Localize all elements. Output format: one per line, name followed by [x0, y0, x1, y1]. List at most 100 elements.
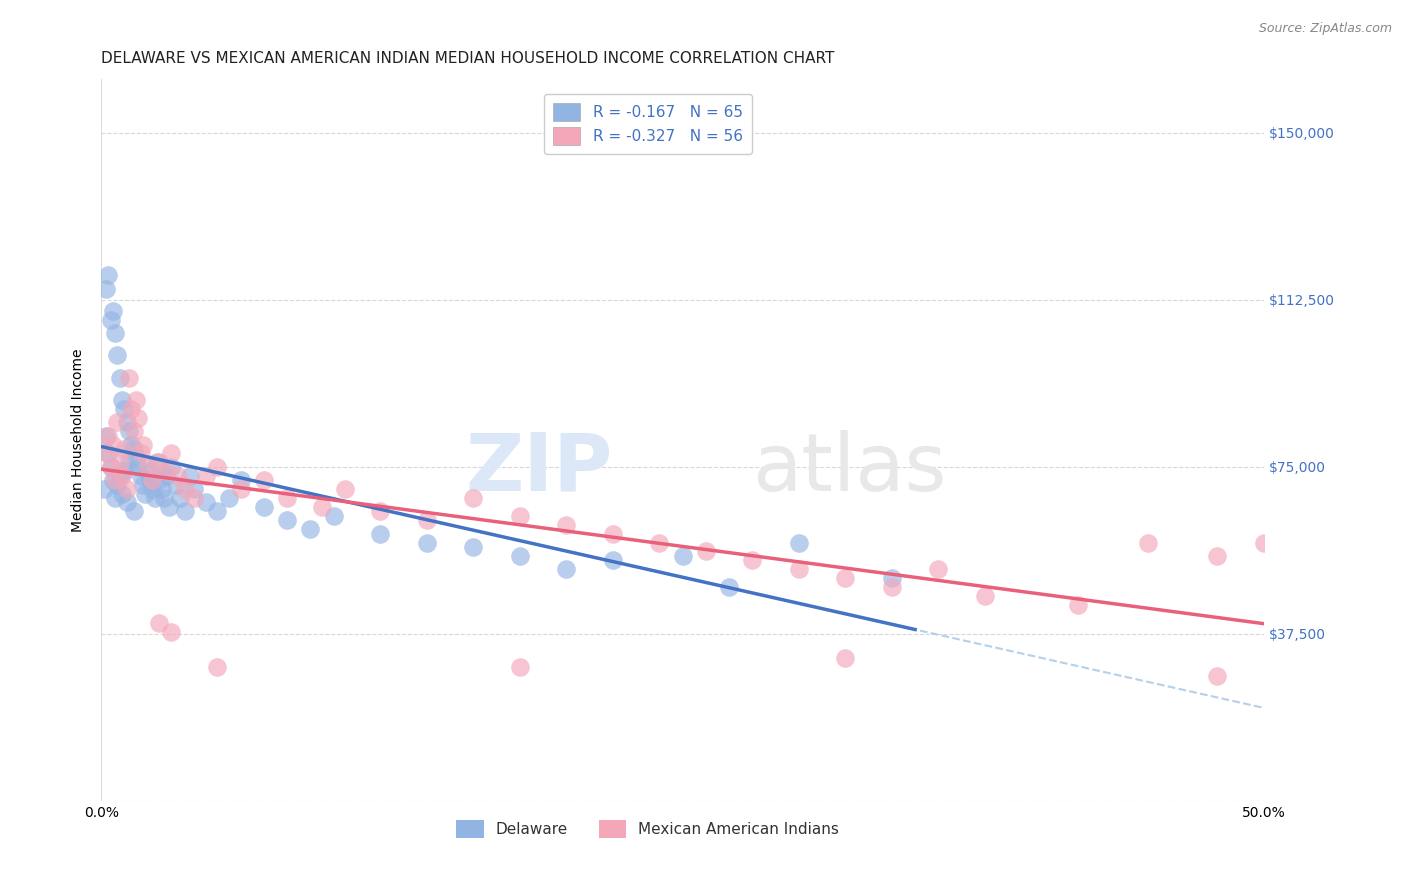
- Point: [183, 482, 205, 496]
- Point: [122, 504, 145, 518]
- Point: [94, 446, 117, 460]
- Point: [183, 491, 205, 505]
- Point: [114, 401, 136, 416]
- Point: [555, 517, 578, 532]
- Point: [155, 464, 177, 478]
- Point: [104, 473, 127, 487]
- Point: [555, 562, 578, 576]
- Point: [368, 504, 391, 518]
- Point: [416, 513, 439, 527]
- Point: [169, 491, 191, 505]
- Point: [120, 401, 142, 416]
- Point: [671, 549, 693, 563]
- Point: [148, 615, 170, 630]
- Point: [927, 562, 949, 576]
- Point: [174, 482, 197, 496]
- Point: [160, 459, 183, 474]
- Point: [114, 442, 136, 456]
- Point: [97, 268, 120, 283]
- Point: [160, 624, 183, 639]
- Text: Source: ZipAtlas.com: Source: ZipAtlas.com: [1258, 22, 1392, 36]
- Point: [194, 468, 217, 483]
- Point: [107, 477, 129, 491]
- Point: [115, 482, 138, 496]
- Point: [322, 508, 344, 523]
- Point: [648, 535, 671, 549]
- Point: [118, 370, 141, 384]
- Point: [160, 446, 183, 460]
- Point: [101, 473, 124, 487]
- Point: [253, 500, 276, 514]
- Legend: Delaware, Mexican American Indians: Delaware, Mexican American Indians: [450, 814, 845, 844]
- Point: [787, 535, 810, 549]
- Point: [97, 428, 120, 442]
- Point: [157, 500, 180, 514]
- Point: [115, 495, 138, 509]
- Point: [1253, 535, 1275, 549]
- Point: [97, 446, 120, 460]
- Point: [143, 491, 166, 505]
- Point: [100, 313, 122, 327]
- Point: [834, 571, 856, 585]
- Point: [125, 392, 148, 407]
- Point: [120, 437, 142, 451]
- Point: [148, 455, 170, 469]
- Point: [602, 526, 624, 541]
- Point: [741, 553, 763, 567]
- Point: [165, 477, 187, 491]
- Point: [125, 450, 148, 465]
- Point: [787, 562, 810, 576]
- Point: [218, 491, 240, 505]
- Point: [1136, 535, 1159, 549]
- Text: ZIP: ZIP: [465, 430, 613, 508]
- Point: [207, 660, 229, 674]
- Point: [253, 473, 276, 487]
- Point: [1206, 549, 1229, 563]
- Point: [136, 464, 159, 478]
- Point: [141, 482, 163, 496]
- Point: [207, 504, 229, 518]
- Point: [118, 455, 141, 469]
- Point: [136, 459, 159, 474]
- Text: atlas: atlas: [752, 430, 946, 508]
- Point: [111, 392, 134, 407]
- Point: [880, 571, 903, 585]
- Point: [122, 442, 145, 456]
- Point: [108, 370, 131, 384]
- Point: [104, 491, 127, 505]
- Point: [129, 446, 152, 460]
- Point: [129, 468, 152, 483]
- Point: [100, 459, 122, 474]
- Point: [94, 428, 117, 442]
- Point: [509, 549, 531, 563]
- Point: [276, 491, 298, 505]
- Point: [127, 410, 149, 425]
- Point: [132, 437, 155, 451]
- Point: [973, 589, 995, 603]
- Point: [111, 486, 134, 500]
- Point: [115, 415, 138, 429]
- Point: [834, 651, 856, 665]
- Point: [148, 473, 170, 487]
- Point: [107, 349, 129, 363]
- Point: [139, 473, 162, 487]
- Point: [155, 468, 177, 483]
- Point: [150, 482, 173, 496]
- Point: [167, 468, 190, 483]
- Point: [229, 473, 252, 487]
- Point: [311, 500, 333, 514]
- Point: [718, 580, 741, 594]
- Point: [207, 459, 229, 474]
- Point: [229, 482, 252, 496]
- Point: [463, 540, 485, 554]
- Point: [134, 486, 156, 500]
- Point: [100, 459, 122, 474]
- Point: [146, 455, 169, 469]
- Point: [108, 468, 131, 483]
- Point: [368, 526, 391, 541]
- Y-axis label: Median Household Income: Median Household Income: [72, 349, 86, 532]
- Point: [174, 504, 197, 518]
- Point: [132, 477, 155, 491]
- Point: [463, 491, 485, 505]
- Point: [122, 424, 145, 438]
